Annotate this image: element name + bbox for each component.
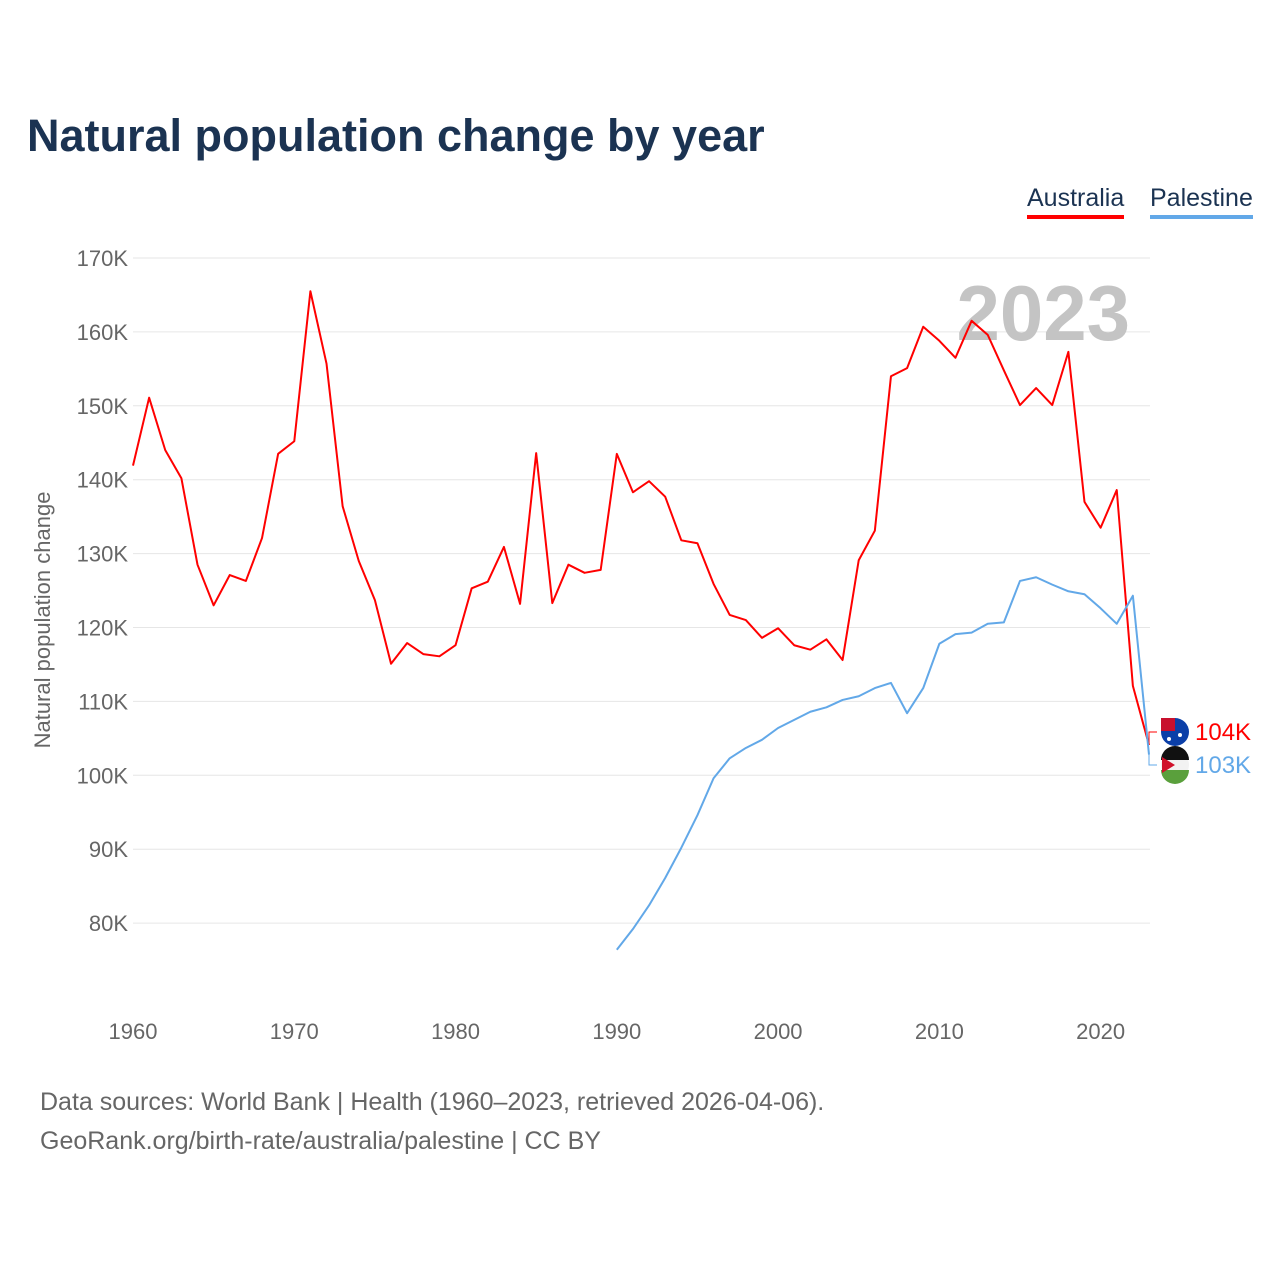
y-tick-label: 80K xyxy=(89,911,128,936)
x-tick-label: 1970 xyxy=(270,1019,319,1044)
flag-green-band xyxy=(1161,770,1189,784)
y-axis-label: Natural population change xyxy=(30,492,55,749)
series-line-palestine xyxy=(616,576,1150,951)
legend-australia[interactable]: Australia xyxy=(1027,184,1125,219)
legend-palestine[interactable]: Palestine xyxy=(1150,184,1253,219)
flag-star xyxy=(1178,733,1182,737)
flag-red-triangle xyxy=(1162,757,1175,773)
y-tick-label: 140K xyxy=(77,468,129,493)
x-tick-label: 1960 xyxy=(109,1019,158,1044)
y-tick-label: 120K xyxy=(77,616,129,641)
end-value-label: 103K xyxy=(1195,752,1251,779)
end-value-label: 104K xyxy=(1195,719,1251,746)
source-line-2[interactable]: GeoRank.org/birth-rate/australia/palesti… xyxy=(40,1127,601,1155)
y-tick-label: 100K xyxy=(77,763,129,788)
x-tick-label: 2000 xyxy=(754,1019,803,1044)
y-tick-label: 170K xyxy=(77,246,129,271)
chart-title: Natural population change by year xyxy=(27,110,765,161)
y-tick-label: 150K xyxy=(77,394,129,419)
australia-flag-union xyxy=(1161,718,1175,731)
y-tick-label: 160K xyxy=(77,320,129,345)
end-connector xyxy=(1148,754,1157,766)
end-connector xyxy=(1148,731,1157,746)
source-line-1: Data sources: World Bank | Health (1960–… xyxy=(40,1088,825,1116)
series-line-australia xyxy=(132,290,1150,746)
x-tick-label: 2020 xyxy=(1076,1019,1125,1044)
x-tick-label: 1990 xyxy=(592,1019,641,1044)
y-tick-label: 130K xyxy=(77,542,129,567)
x-tick-label: 2010 xyxy=(915,1019,964,1044)
line-chart: 80K 90K 100K 110K 120K 130K 140K 150K 160K 170K 19… xyxy=(30,246,1251,1044)
flag-star xyxy=(1167,737,1171,741)
y-tick-label: 90K xyxy=(89,837,128,862)
year-label: 2023 xyxy=(956,269,1130,357)
y-tick-label: 110K xyxy=(78,689,128,714)
flag-black-band xyxy=(1161,746,1189,760)
x-tick-label: 1980 xyxy=(431,1019,480,1044)
